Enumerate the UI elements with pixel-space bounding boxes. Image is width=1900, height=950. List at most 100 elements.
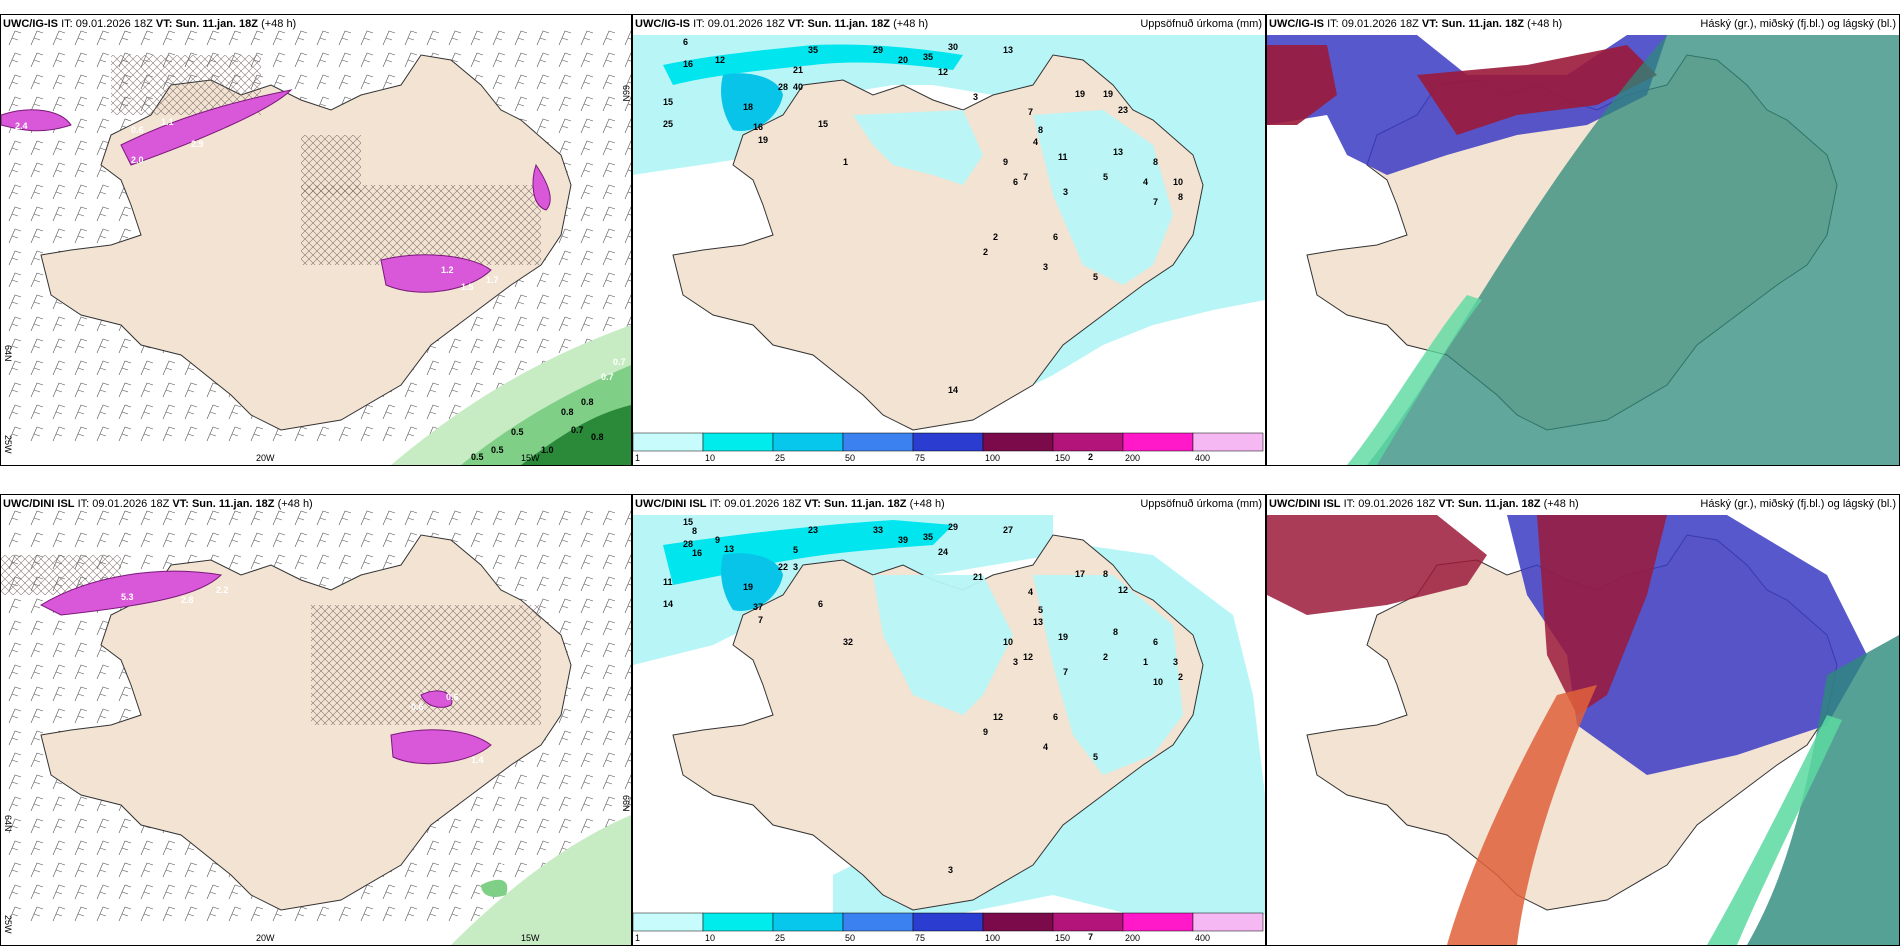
wind-barb	[382, 52, 396, 68]
lat-label-66n: 66N	[621, 795, 631, 812]
wind-barb	[8, 510, 22, 526]
precip-value-label: 15	[683, 517, 693, 527]
wind-barb	[140, 906, 154, 922]
wind-value-label: 1.1	[161, 117, 174, 127]
wind-barb	[602, 686, 616, 702]
wind-barb	[624, 642, 631, 658]
wind-barb	[360, 510, 374, 526]
precip-value-label: 13	[1113, 147, 1123, 157]
wind-barb	[272, 554, 286, 570]
wind-barb	[624, 96, 631, 112]
precip-value-label: 14	[663, 599, 673, 609]
wind-barb	[624, 272, 631, 288]
wind-barb	[404, 532, 418, 548]
wind-barb	[30, 74, 44, 90]
wind-barb	[514, 576, 528, 592]
colorbar-tick-label: 150	[1055, 453, 1070, 463]
precip-value-label: 3	[1063, 187, 1068, 197]
wind-barb	[514, 862, 528, 878]
wind-barb	[558, 96, 572, 112]
wind-barb	[580, 140, 594, 156]
wind-barb	[8, 272, 22, 288]
wind-barb	[602, 664, 616, 680]
wind-barb	[52, 382, 66, 398]
colorbar-tick-label: 100	[985, 933, 1000, 943]
wind-barb	[470, 30, 484, 46]
wind-barb	[492, 840, 506, 856]
wind-barb	[448, 906, 462, 922]
wind-barb	[426, 360, 440, 376]
wind-barb	[8, 74, 22, 90]
wind-barb	[602, 206, 616, 222]
wind-barb	[118, 532, 132, 548]
wind-barb	[602, 184, 616, 200]
cloud-panel-row2: UWC/DINI ISL IT: 09.01.2026 18Z VT: Sun.…	[1266, 494, 1900, 946]
colorbar: 1 10 25 50 75 100 150 200 400	[633, 432, 1264, 463]
wind-barb	[624, 206, 631, 222]
wind-barb	[250, 426, 264, 442]
lat-label-66n: 66N	[621, 85, 631, 102]
wind-barb	[30, 510, 44, 526]
wind-barb	[316, 426, 330, 442]
precip-value-label: 23	[1118, 105, 1128, 115]
precip-value-label: 6	[1153, 637, 1158, 647]
wind-barb	[74, 228, 88, 244]
colorbar-tick-label: 50	[845, 453, 855, 463]
wind-barb	[492, 796, 506, 812]
wind-barb	[118, 404, 132, 420]
wind-barb	[228, 426, 242, 442]
precip-value-label: 3	[973, 92, 978, 102]
wind-barb	[558, 30, 572, 46]
wind-barb	[30, 294, 44, 310]
wind-barb	[514, 316, 528, 332]
wind-barb	[624, 554, 631, 570]
wind-barb	[514, 360, 528, 376]
wind-barb	[52, 510, 66, 526]
wind-barb	[162, 404, 176, 420]
colorbar-segment	[982, 912, 1054, 932]
wind-barb	[602, 708, 616, 724]
wind-barb	[492, 52, 506, 68]
wind-barb	[294, 426, 308, 442]
precip-value-label: 15	[818, 119, 828, 129]
wind-barb	[404, 862, 418, 878]
wind-barb	[624, 184, 631, 200]
precip-value-label: 33	[873, 525, 883, 535]
wind-barb	[580, 206, 594, 222]
wind-barb	[470, 382, 484, 398]
wind-barb	[602, 598, 616, 614]
wind-barb	[602, 96, 616, 112]
precip-value-label: 6	[818, 599, 823, 609]
wind-barb	[52, 840, 66, 856]
lon-label-25w: 25W	[3, 435, 13, 454]
wind-barb	[558, 228, 572, 244]
colorbar-segment	[1192, 432, 1264, 452]
precip-value-label: 9	[1003, 157, 1008, 167]
wind-barb	[558, 118, 572, 134]
wind-barb	[96, 96, 110, 112]
wind-barb	[580, 620, 594, 636]
wind-barb	[536, 752, 550, 768]
wind-barb	[514, 74, 528, 90]
wind-barb	[558, 796, 572, 812]
wind-value-label: 1.7	[486, 275, 499, 285]
wind-barb	[52, 404, 66, 420]
precip-value-label: 7	[1028, 107, 1033, 117]
precip-value-label: 22	[778, 562, 788, 572]
wind-barb	[624, 752, 631, 768]
wind-barb	[96, 404, 110, 420]
colorbar-tick-label: 10	[705, 933, 715, 943]
precip-value-label: 19	[758, 135, 768, 145]
wind-barb	[74, 404, 88, 420]
wind-barb	[624, 74, 631, 90]
wind-barb	[536, 52, 550, 68]
wind-barb	[74, 74, 88, 90]
wind-barb	[52, 664, 66, 680]
wind-barb	[580, 316, 594, 332]
precip-value-label: 40	[793, 82, 803, 92]
precip-value-label: 2	[983, 247, 988, 257]
wind-barb	[162, 532, 176, 548]
wind-barb	[536, 532, 550, 548]
wind-barb	[404, 30, 418, 46]
wind-barb	[30, 162, 44, 178]
